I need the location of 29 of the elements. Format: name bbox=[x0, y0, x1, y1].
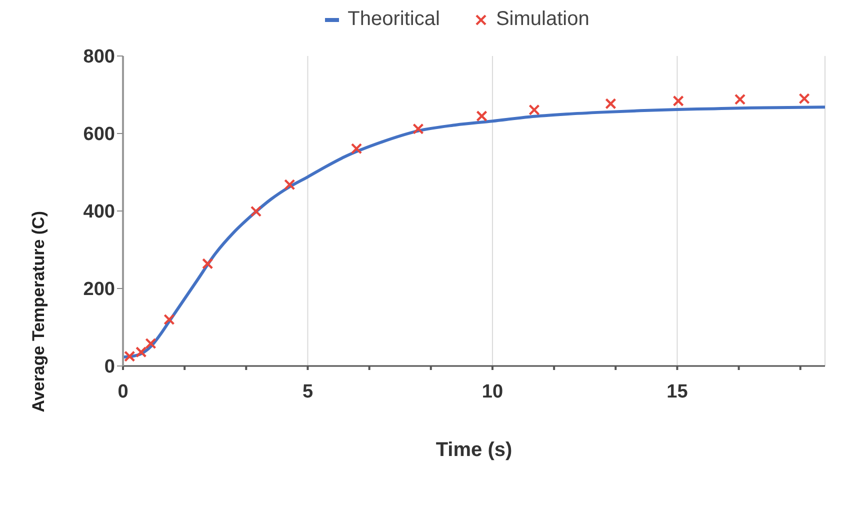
x-tick-label: 15 bbox=[666, 381, 688, 402]
point bbox=[136, 346, 147, 358]
point bbox=[284, 179, 296, 190]
x-tick-label: 5 bbox=[302, 381, 314, 402]
point bbox=[528, 104, 540, 116]
point bbox=[164, 314, 175, 326]
point bbox=[734, 94, 746, 105]
point bbox=[798, 93, 810, 104]
y-axis-title: Average Temperature (C) bbox=[29, 211, 48, 412]
point bbox=[124, 350, 136, 362]
y-tick-label: 200 bbox=[83, 279, 115, 300]
x-tick-label: 0 bbox=[118, 381, 128, 402]
legend-label: Theoritical bbox=[348, 8, 440, 31]
line-series bbox=[123, 106, 825, 359]
point bbox=[476, 110, 488, 122]
y-tick-label: 800 bbox=[83, 46, 115, 68]
y-tick-label: 400 bbox=[83, 202, 115, 223]
y-tick-label: 0 bbox=[104, 356, 115, 378]
point bbox=[202, 258, 214, 270]
point bbox=[672, 95, 684, 107]
y-tick-label: 600 bbox=[83, 124, 115, 146]
point bbox=[145, 338, 156, 350]
point bbox=[250, 206, 262, 217]
point bbox=[605, 98, 616, 110]
legend-label: Simulation bbox=[496, 8, 590, 31]
point bbox=[412, 123, 424, 134]
point bbox=[350, 143, 362, 154]
x-tick-label: 10 bbox=[482, 381, 504, 402]
x-axis-title: Time (s) bbox=[436, 439, 512, 461]
